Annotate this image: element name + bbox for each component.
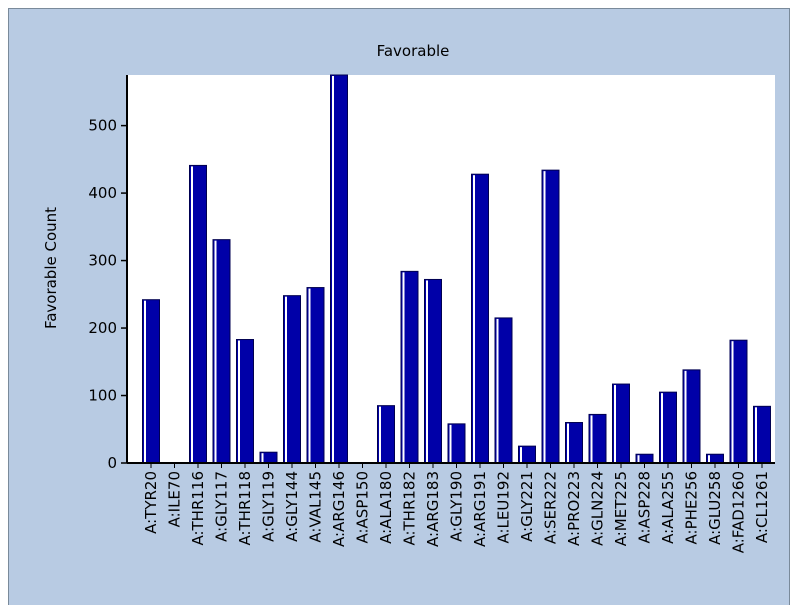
x-tick-label: A:TYR20 [142, 471, 160, 534]
x-tick-label: A:ALA255 [659, 471, 677, 544]
bar-highlight [379, 406, 381, 463]
bar-highlight [308, 288, 311, 463]
bar-highlight [637, 455, 640, 463]
chart-title: Favorable [377, 42, 450, 60]
bar-highlight [708, 455, 710, 463]
bar-highlight [402, 272, 405, 463]
x-tick-label: A:ARG183 [424, 471, 442, 547]
bar-highlight [567, 423, 569, 463]
x-tick-label: A:GLY190 [448, 471, 466, 542]
bar-highlight [191, 166, 193, 463]
x-tick-label: A:VAL145 [307, 471, 325, 543]
x-tick-label: A:LEU192 [495, 471, 513, 544]
x-tick-label: A:GLY144 [283, 471, 301, 542]
bar-highlight [144, 300, 146, 463]
x-tick-label: A:PHE256 [683, 471, 701, 544]
x-tick-label: A:ALA180 [377, 471, 395, 544]
bar-highlight [449, 424, 452, 463]
bar-highlight [285, 296, 287, 463]
bar-highlight [214, 240, 217, 463]
x-tick-label: A:MET225 [612, 471, 630, 546]
bar-highlight [543, 171, 546, 463]
bar-highlight [473, 175, 475, 463]
bar-highlight [614, 385, 616, 463]
y-tick-label: 0 [107, 454, 117, 472]
x-tick-label: A:GLU258 [706, 471, 724, 545]
bar-highlight [661, 393, 663, 463]
bar-highlight [520, 447, 522, 463]
x-tick-label: A:ARG191 [471, 471, 489, 547]
x-tick-label: A:GLY119 [260, 471, 278, 542]
bar-highlight [261, 453, 264, 463]
x-tick-label: A:GLY117 [213, 471, 231, 542]
x-tick-label: A:THR118 [236, 471, 254, 546]
y-tick-label: 500 [88, 117, 117, 135]
x-tick-label: A:THR182 [401, 471, 419, 546]
x-tick-label: A:GLY221 [518, 471, 536, 542]
x-tick-label: A:CL1261 [753, 471, 771, 543]
bar-highlight [496, 318, 499, 463]
x-tick-label: A:FAD1260 [730, 471, 748, 553]
bar-highlight [684, 370, 687, 463]
x-tick-label: A:ILE70 [166, 471, 184, 527]
x-tick-label: A:ASP150 [354, 471, 372, 544]
y-tick-label: 300 [88, 252, 117, 270]
x-tick-label: A:ARG146 [330, 471, 348, 547]
x-tick-label: A:SER222 [542, 471, 560, 544]
y-tick-label: 100 [88, 387, 117, 405]
bar-highlight [426, 280, 428, 463]
bar-highlight [238, 340, 240, 463]
bar-highlight [731, 341, 734, 463]
x-tick-label: A:PRO223 [565, 471, 583, 546]
bar-highlight [755, 407, 757, 463]
y-axis-label: Favorable Count [42, 207, 60, 329]
y-tick-label: 200 [88, 319, 117, 337]
x-tick-label: A:ASP228 [636, 471, 654, 544]
x-tick-label: A:THR116 [189, 471, 207, 546]
bar-highlight [332, 76, 334, 463]
y-tick-label: 400 [88, 184, 117, 202]
bar-highlight [590, 415, 593, 463]
x-tick-label: A:GLN224 [589, 471, 607, 546]
